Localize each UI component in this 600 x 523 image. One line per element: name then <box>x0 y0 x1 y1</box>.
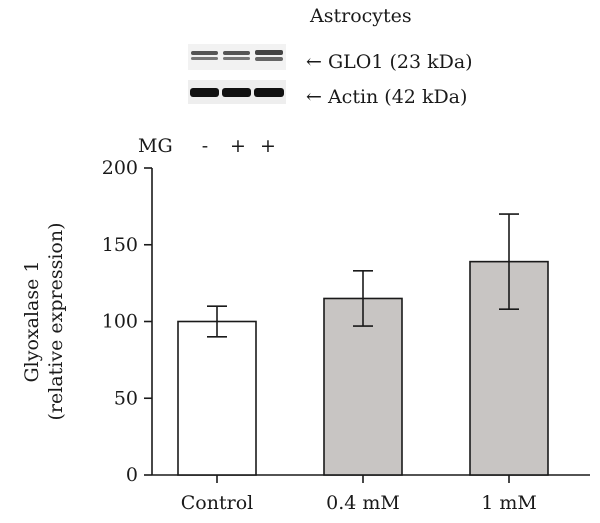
treatment-label: MG <box>138 135 173 157</box>
glo1-band-lane-3-lower <box>255 57 283 61</box>
actin-band-lane-3 <box>254 88 284 97</box>
actin-band-lane-1 <box>190 88 219 97</box>
x-axis: Control 0.4 mM 1 mM <box>152 474 590 514</box>
y-tick-label: 150 <box>102 234 138 256</box>
y-axis-label: Glyoxalase 1 (relative expression) <box>21 223 67 421</box>
actin-band-label: ← Actin (42 kDa) <box>306 86 467 108</box>
glo1-band-label: ← GLO1 (23 kDa) <box>306 51 473 73</box>
western-blot-panel: Astrocytes ← GLO1 (23 kDa) ← Actin (42 k… <box>138 5 473 157</box>
bar <box>177 320 257 476</box>
x-tick-label: 1 mM <box>481 492 537 514</box>
glo1-band-lane-1-lower <box>191 57 218 60</box>
blot-image <box>188 44 286 104</box>
treatment-mark-3: + <box>260 135 276 157</box>
x-tick-label: 0.4 mM <box>326 492 400 514</box>
glo1-band-lane-2-lower <box>223 57 250 60</box>
glo1-band-lane-2 <box>223 51 250 55</box>
y-tick-label: 100 <box>102 311 138 333</box>
y-axis: 0 50 100 150 200 <box>102 157 153 486</box>
y-axis-title-line: Glyoxalase 1 <box>21 261 43 383</box>
blot-title: Astrocytes <box>309 5 412 27</box>
treatment-mark-1: - <box>202 135 208 157</box>
glo1-band-lane-3 <box>255 50 283 55</box>
bars <box>177 213 549 476</box>
y-tick-label: 50 <box>114 387 138 409</box>
glo1-band-lane-1 <box>191 51 218 55</box>
y-tick-label: 200 <box>102 157 138 179</box>
treatment-mark-2: + <box>230 135 246 157</box>
bar-chart: Glyoxalase 1 (relative expression) 0 50 100… <box>21 157 590 514</box>
x-tick-label: Control <box>181 492 253 514</box>
y-tick-label: 0 <box>126 464 138 486</box>
actin-band-lane-2 <box>222 88 251 97</box>
y-axis-title-line: (relative expression) <box>45 223 67 421</box>
